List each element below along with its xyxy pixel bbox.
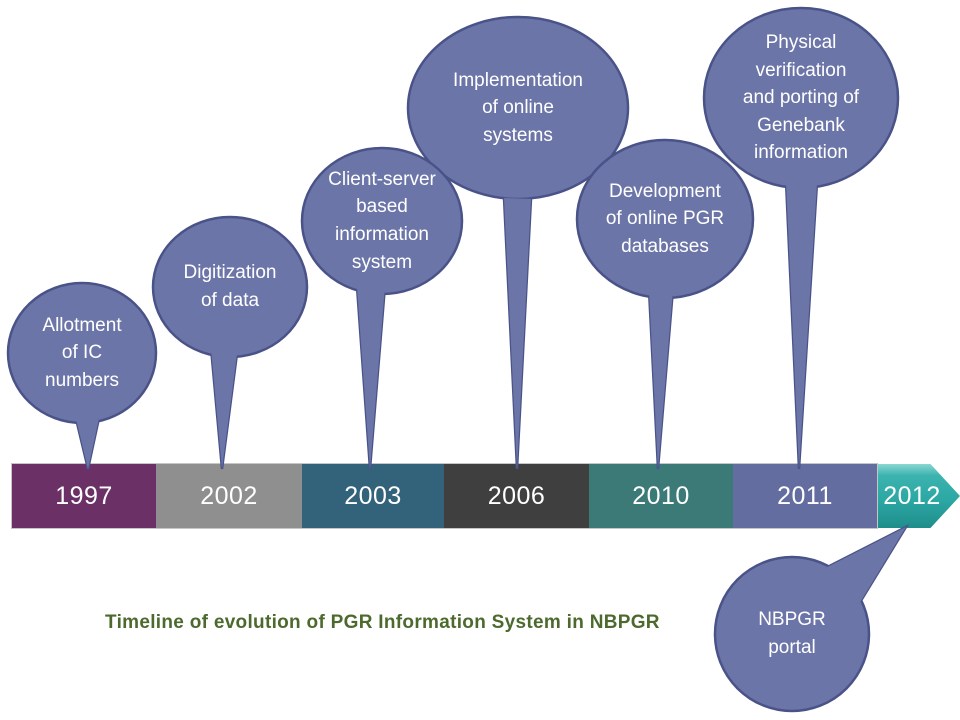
timeline-bar: 1997 2002 2003 2006 2010 2011 — [12, 464, 877, 528]
timeline-segment-2006: 2006 — [444, 464, 589, 528]
callout-label-allotment: Allotment of IC numbers — [42, 314, 122, 391]
callout-shape-physical-verification — [702, 6, 900, 470]
callout-shape-client-server — [300, 146, 464, 470]
timeline-segment-2012-arrow: 2012 — [878, 464, 960, 528]
callout-label-implementation: Implementation of online systems — [453, 69, 583, 146]
callout-label-physical-verification: Physical verification and porting of Gen… — [742, 32, 860, 164]
callout-shape-development — [575, 138, 755, 470]
timeline-segment-2010: 2010 — [589, 464, 733, 528]
callout-label-digitization: Digitization of data — [183, 262, 277, 311]
callout-shape-allotment — [6, 281, 158, 470]
callout-label-client-server: Client-server based information system — [328, 168, 436, 273]
timeline-segment-1997: 1997 — [12, 464, 156, 528]
timeline-segment-2011: 2011 — [733, 464, 877, 528]
callout-label-nbpgr-portal: NBPGR portal — [758, 609, 826, 658]
caption: Timeline of evolution of PGR Information… — [105, 612, 660, 633]
timeline-segment-2003: 2003 — [302, 464, 444, 528]
timeline-segment-2002: 2002 — [156, 464, 302, 528]
callout-shape-digitization — [151, 215, 309, 470]
callout-shape-nbpgr-portal — [713, 523, 910, 713]
callout-shape-implementation — [406, 15, 630, 470]
callout-label-development: Development of online PGR databases — [605, 180, 725, 257]
